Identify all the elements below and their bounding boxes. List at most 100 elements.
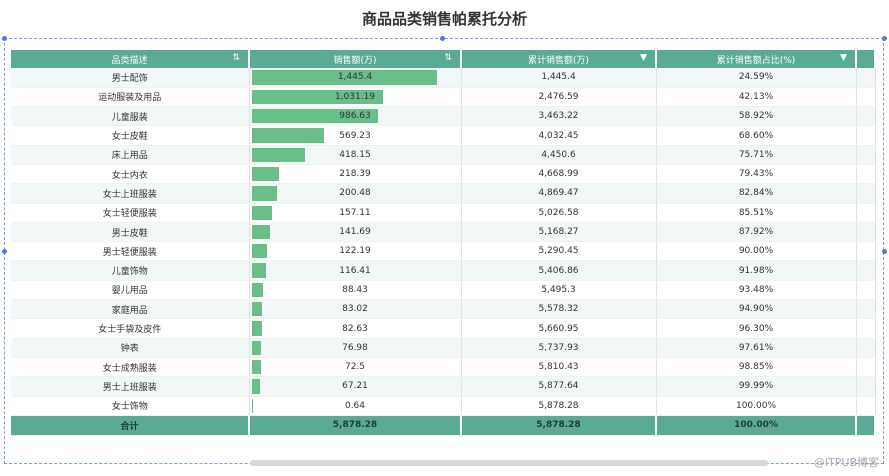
- sales-cell: 122.19: [249, 241, 462, 262]
- dropdown-icon[interactable]: ▼: [840, 53, 847, 63]
- sales-value: 67.21: [342, 381, 368, 392]
- cumulative-sales-cell: 4,450.6: [461, 145, 657, 165]
- sales-cell: 72.5: [249, 357, 462, 378]
- table-row[interactable]: 钟表 76.98 5,737.93 97.61%: [11, 338, 876, 358]
- category-cell: 女士皮鞋: [11, 125, 250, 146]
- table-row[interactable]: 床上用品 418.15 4,450.6 75.71%: [11, 145, 876, 165]
- total-sales: 5,878.28: [249, 415, 462, 436]
- sales-bar: [251, 109, 378, 124]
- cumulative-pct-cell: 42.13%: [656, 87, 857, 108]
- category-cell: 钟表: [11, 338, 250, 358]
- category-cell: 女士内衣: [11, 164, 250, 185]
- resize-handle-top-left[interactable]: [2, 36, 7, 41]
- cumulative-pct-cell: 85.51%: [656, 203, 857, 223]
- total-cumulative-pct: 100.00%: [656, 415, 857, 436]
- table-row[interactable]: 儿童服装 986.63 3,463.22 58.92%: [11, 106, 876, 127]
- cumulative-sales-cell: 1,445.4: [461, 68, 657, 88]
- sales-value: 200.48: [339, 188, 371, 199]
- table-header-row: 品类描述 ⇅ 销售额(万) ⇅ 累计销售额(万) ▼ 累计销售额占比(%) ▼: [11, 50, 876, 68]
- pareto-table: 品类描述 ⇅ 销售额(万) ⇅ 累计销售额(万) ▼ 累计销售额占比(%) ▼ …: [11, 50, 876, 436]
- category-cell: 女士轻便服装: [11, 203, 250, 223]
- category-cell: 床上用品: [11, 145, 250, 165]
- header-spacer: [856, 50, 876, 68]
- cumulative-sales-cell: 4,032.45: [461, 125, 657, 146]
- table-row[interactable]: 女士饰物 0.64 5,878.28 100.00%: [11, 396, 876, 416]
- sales-cell: 83.02: [249, 299, 462, 320]
- sort-icon[interactable]: ⇅: [232, 53, 240, 63]
- table-row[interactable]: 男士轻便服装 122.19 5,290.45 90.00%: [11, 241, 876, 262]
- sales-value: 157.11: [339, 207, 371, 218]
- sales-value: 986.63: [339, 111, 371, 122]
- sales-value: 141.69: [339, 227, 371, 238]
- sales-bar: [251, 128, 325, 143]
- cumulative-sales-cell: 5,810.43: [461, 357, 657, 378]
- header-cumulative-pct[interactable]: 累计销售额占比(%) ▼: [656, 50, 857, 68]
- horizontal-scrollbar[interactable]: [250, 460, 768, 466]
- row-spacer: [856, 260, 876, 281]
- row-spacer: [856, 125, 876, 146]
- cumulative-pct-cell: 58.92%: [656, 106, 857, 127]
- cumulative-sales-cell: 4,869.47: [461, 183, 657, 204]
- table-row[interactable]: 女士成熟服装 72.5 5,810.43 98.85%: [11, 357, 876, 378]
- row-spacer: [856, 68, 876, 88]
- table-row[interactable]: 运动服装及用品 1,031.19 2,476.59 42.13%: [11, 87, 876, 108]
- sales-bar: [251, 224, 270, 240]
- row-spacer: [856, 376, 876, 397]
- row-spacer: [856, 318, 876, 339]
- sales-value: 122.19: [339, 246, 371, 257]
- table-row[interactable]: 女士轻便服装 157.11 5,026.58 85.51%: [11, 203, 876, 223]
- header-cumulative-sales[interactable]: 累计销售额(万) ▼: [461, 50, 657, 68]
- table-row[interactable]: 儿童饰物 116.41 5,406.86 91.98%: [11, 260, 876, 281]
- header-sales[interactable]: 销售额(万) ⇅: [249, 50, 462, 68]
- table-row[interactable]: 男士上班服装 67.21 5,877.64 99.99%: [11, 376, 876, 397]
- row-spacer: [856, 183, 876, 204]
- cumulative-pct-cell: 97.61%: [656, 338, 857, 358]
- row-spacer: [856, 241, 876, 262]
- cumulative-sales-cell: 5,406.86: [461, 260, 657, 281]
- sales-bar: [251, 205, 272, 220]
- sales-cell: 116.41: [249, 260, 462, 281]
- category-cell: 男士上班服装: [11, 376, 250, 397]
- table-row[interactable]: 男士配饰 1,445.4 1,445.4 24.59%: [11, 68, 876, 88]
- table-row[interactable]: 家庭用品 83.02 5,578.32 94.90%: [11, 299, 876, 320]
- sort-icon[interactable]: ⇅: [444, 53, 452, 63]
- row-spacer: [856, 106, 876, 127]
- sales-value: 569.23: [339, 130, 371, 141]
- resize-handle-right[interactable]: [882, 249, 887, 254]
- sales-bar: [251, 398, 252, 413]
- resize-handle-top-right[interactable]: [882, 36, 887, 41]
- table-row[interactable]: 女士上班服装 200.48 4,869.47 82.84%: [11, 183, 876, 204]
- cumulative-sales-cell: 5,578.32: [461, 299, 657, 320]
- table-row[interactable]: 女士内衣 218.39 4,668.99 79.43%: [11, 164, 876, 185]
- category-cell: 婴儿用品: [11, 280, 250, 301]
- category-cell: 家庭用品: [11, 299, 250, 320]
- sales-value: 83.02: [342, 304, 368, 315]
- table-row[interactable]: 男士皮鞋 141.69 5,168.27 87.92%: [11, 222, 876, 243]
- sales-value: 76.98: [342, 342, 368, 353]
- category-cell: 男士轻便服装: [11, 241, 250, 262]
- sales-value: 1,031.19: [334, 91, 376, 102]
- category-cell: 男士配饰: [11, 68, 250, 88]
- category-cell: 女士饰物: [11, 396, 250, 416]
- sales-cell: 569.23: [249, 125, 462, 146]
- sales-cell: 218.39: [249, 164, 462, 185]
- cumulative-pct-cell: 79.43%: [656, 164, 857, 185]
- watermark: @ITPUB博客: [813, 456, 879, 469]
- dropdown-icon[interactable]: ▼: [640, 53, 647, 63]
- table-row[interactable]: 女士皮鞋 569.23 4,032.45 68.60%: [11, 125, 876, 146]
- sales-value: 72.5: [344, 362, 366, 373]
- cumulative-pct-cell: 75.71%: [656, 145, 857, 165]
- cumulative-pct-cell: 24.59%: [656, 68, 857, 88]
- table-row[interactable]: 婴儿用品 88.43 5,495.3 93.48%: [11, 280, 876, 301]
- cumulative-pct-cell: 96.30%: [656, 318, 857, 339]
- row-spacer: [856, 145, 876, 165]
- category-cell: 女士手袋及皮件: [11, 318, 250, 339]
- table-row[interactable]: 女士手袋及皮件 82.63 5,660.95 96.30%: [11, 318, 876, 339]
- resize-handle-top[interactable]: [440, 36, 445, 41]
- cumulative-sales-cell: 4,668.99: [461, 164, 657, 185]
- sales-bar: [251, 340, 262, 355]
- sales-bar: [251, 263, 267, 278]
- sales-bar: [251, 379, 261, 394]
- resize-handle-left[interactable]: [2, 249, 7, 254]
- header-category[interactable]: 品类描述 ⇅: [11, 50, 250, 68]
